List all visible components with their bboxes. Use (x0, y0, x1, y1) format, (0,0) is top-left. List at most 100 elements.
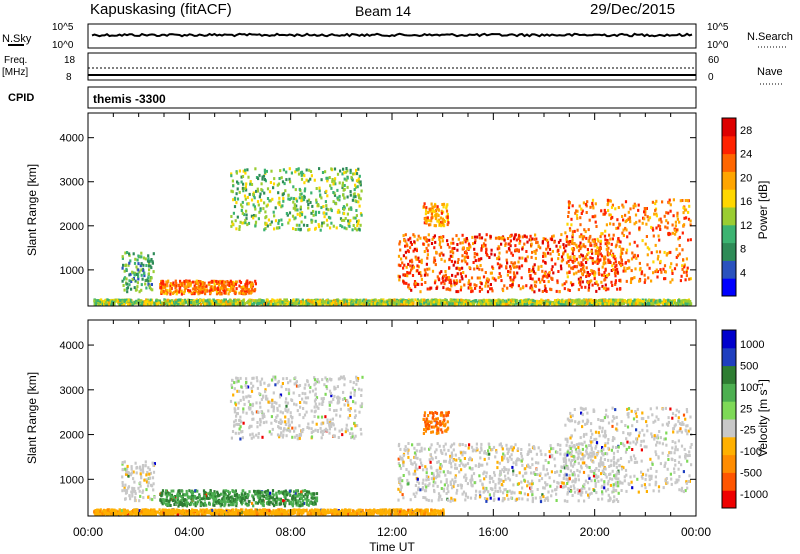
power-cell (683, 263, 686, 267)
power-cell (654, 243, 657, 247)
power-cell (195, 300, 198, 303)
power-cell (674, 232, 677, 236)
power-cell (518, 300, 522, 303)
power-cell (438, 271, 441, 275)
power-cell (122, 263, 125, 267)
power-cell (662, 299, 666, 303)
power-cell (384, 303, 387, 307)
velocity-cell (181, 501, 184, 505)
power-cell (147, 254, 150, 258)
power-cell (454, 274, 457, 278)
power-cell (193, 284, 196, 288)
power-cell (454, 301, 457, 305)
velocity-cell (241, 493, 244, 497)
power-cell (594, 301, 597, 305)
power-cell (142, 269, 145, 273)
power-cell (257, 302, 260, 305)
power-cell (619, 240, 622, 244)
power-cell (469, 302, 472, 306)
power-cell (245, 213, 248, 217)
power-cell (425, 206, 428, 210)
power-cell (404, 273, 407, 277)
power-cell (605, 303, 609, 307)
power-cell (260, 182, 263, 186)
velocity-cell (125, 489, 129, 492)
power-cell (563, 246, 566, 250)
power-cell (413, 234, 416, 238)
power-cell (393, 298, 396, 302)
power-cell (320, 224, 323, 228)
power-cell (498, 266, 501, 270)
power-cell (174, 300, 177, 304)
power-cell (132, 277, 135, 280)
power-cell (227, 300, 230, 303)
power-cell (544, 287, 547, 291)
power-cell (417, 271, 421, 275)
power-cell (590, 249, 593, 253)
power-cell (566, 222, 569, 226)
power-cell (336, 196, 339, 200)
velocity-cell (292, 499, 295, 503)
power-cell (612, 255, 615, 259)
power-cell (469, 286, 472, 289)
power-cell (266, 224, 269, 228)
power-cell (312, 213, 315, 217)
power-cell (184, 286, 187, 290)
velocity-cell (138, 489, 141, 493)
power-cell (569, 299, 572, 303)
power-cell (323, 215, 326, 219)
velocity-cell (185, 503, 188, 507)
power-cell (609, 199, 612, 203)
power-cell (591, 259, 594, 262)
power-cell (433, 224, 436, 228)
velocity-cell (132, 477, 135, 481)
power-cell (589, 256, 592, 260)
power-cell (180, 289, 183, 293)
power-cell (439, 298, 442, 302)
power-cell (427, 302, 431, 306)
power-cell (587, 300, 590, 304)
power-cell (288, 177, 291, 181)
power-cell (546, 300, 549, 304)
power-cell (449, 280, 452, 284)
power-cell (285, 212, 288, 215)
power-cell (478, 276, 481, 280)
power-cell (416, 238, 419, 242)
power-cell (622, 205, 625, 209)
power-cell (477, 303, 480, 307)
power-cell (633, 222, 636, 226)
power-cell (509, 284, 512, 287)
power-cell (472, 301, 475, 305)
power-cell (299, 227, 302, 231)
power-cell (687, 238, 690, 242)
power-cell (356, 224, 359, 228)
power-cell (434, 224, 437, 228)
power-cell (611, 253, 614, 257)
power-cell (445, 206, 448, 210)
power-cell (632, 255, 635, 259)
power-cell (345, 178, 348, 182)
power-cell (240, 180, 243, 184)
power-cell (609, 222, 612, 226)
velocity-cell (192, 494, 195, 498)
power-cell (533, 237, 536, 241)
power-cell (617, 206, 620, 209)
power-cell (607, 302, 611, 306)
power-cell (357, 222, 360, 225)
power-cell (121, 255, 124, 259)
power-cell (572, 301, 575, 305)
power-cell (453, 283, 456, 287)
power-cell (96, 299, 99, 303)
velocity-cell (193, 502, 196, 506)
power-cell (430, 219, 433, 223)
power-cell (529, 301, 532, 305)
power-cell (250, 288, 253, 291)
power-cell (583, 270, 586, 274)
power-cell (343, 188, 346, 191)
power-cell (245, 188, 248, 192)
power-cell (627, 217, 630, 221)
power-cell (436, 219, 439, 223)
power-cell (398, 240, 402, 244)
power-cell (148, 286, 151, 290)
power-cell (238, 169, 241, 173)
